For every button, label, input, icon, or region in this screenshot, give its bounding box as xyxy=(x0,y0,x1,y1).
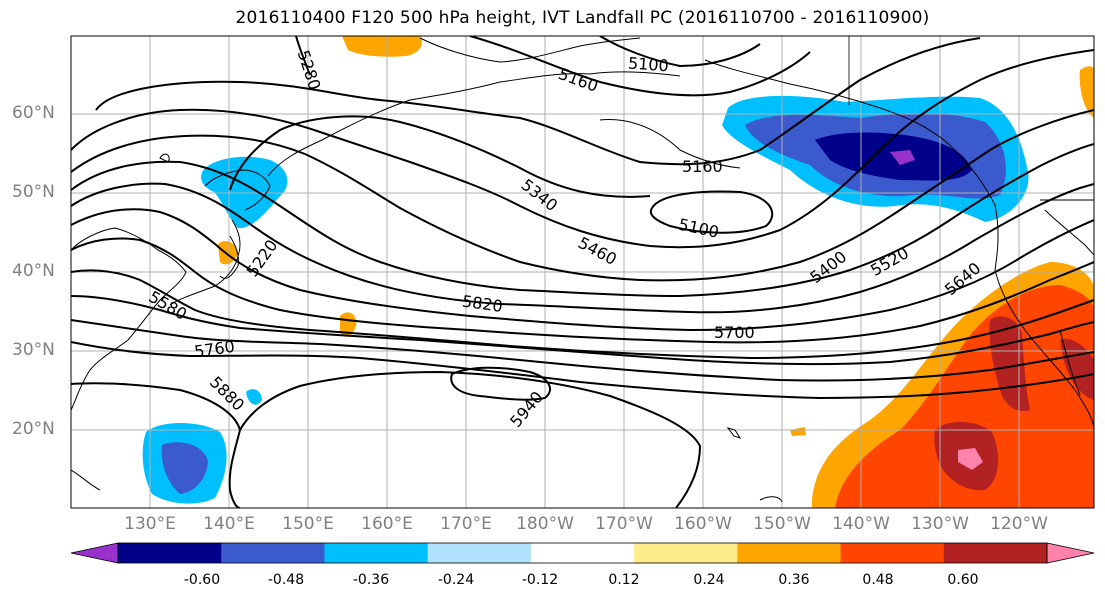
colorbar-tick-label: 0.60 xyxy=(947,572,979,588)
map-frame xyxy=(70,35,1095,509)
lon-label: 130°E xyxy=(124,514,176,534)
colorbar-tick-label: -0.12 xyxy=(521,572,559,588)
map-plot-area: 5280 5100 5160 5160 5340 5100 5460 5400 … xyxy=(71,36,1094,508)
colorbar-segment xyxy=(737,543,842,563)
lon-label: 140°W xyxy=(832,514,890,534)
colorbar xyxy=(70,542,1095,564)
colorbar-tick-label: 0.24 xyxy=(693,572,725,588)
colorbar-segment xyxy=(427,543,532,563)
colorbar-segment xyxy=(324,543,429,563)
lon-label: 150°W xyxy=(753,514,811,534)
boundaries xyxy=(848,36,1094,200)
colorbar-tick-label: -0.36 xyxy=(352,572,390,588)
colorbar-tick-label: 0.12 xyxy=(608,572,640,588)
lon-label: 130°W xyxy=(911,514,969,534)
contour-label: 5700 xyxy=(714,323,755,342)
colorbar-segment xyxy=(118,543,222,563)
gridlines xyxy=(71,36,1094,508)
lat-label: 20°N xyxy=(12,419,55,439)
lat-label: 60°N xyxy=(12,103,55,123)
colorbar-tick-label: -0.60 xyxy=(183,572,221,588)
negative-ivt-region-philippine-sea xyxy=(142,389,262,504)
colorbar-tick-label: -0.48 xyxy=(267,572,305,588)
colorbar-segment xyxy=(840,543,945,563)
colorbar-frame xyxy=(117,542,1048,564)
lon-label: 180°W xyxy=(516,514,574,534)
lat-label: 40°N xyxy=(12,261,55,281)
colorbar-segment xyxy=(530,543,635,563)
lat-label: 30°N xyxy=(12,340,55,360)
lat-label: 50°N xyxy=(12,182,55,202)
colorbar-segment xyxy=(1046,542,1095,564)
map-title: 2016110400 F120 500 hPa height, IVT Land… xyxy=(235,8,930,28)
colorbar-segment xyxy=(70,542,119,564)
lon-label: 170°E xyxy=(440,514,492,534)
lon-label: 160°E xyxy=(361,514,413,534)
colorbar-segment xyxy=(943,543,1048,563)
contour-label: 5100 xyxy=(627,53,669,75)
lon-label: 160°W xyxy=(674,514,732,534)
lon-label: 170°W xyxy=(595,514,653,534)
colorbar-tick-label: 0.36 xyxy=(778,572,810,588)
positive-ivt-region-eastern-pacific xyxy=(812,66,1094,508)
lon-label: 150°E xyxy=(282,514,334,534)
height-contours xyxy=(71,36,1094,508)
lon-label: 140°E xyxy=(203,514,255,534)
colorbar-segment xyxy=(634,543,738,563)
lon-label: 120°W xyxy=(990,514,1048,534)
contour-label: 5160 xyxy=(682,157,723,176)
colorbar-segment xyxy=(221,543,325,563)
colorbar-tick-label: -0.24 xyxy=(437,572,475,588)
colorbar-tick-label: 0.48 xyxy=(862,572,894,588)
